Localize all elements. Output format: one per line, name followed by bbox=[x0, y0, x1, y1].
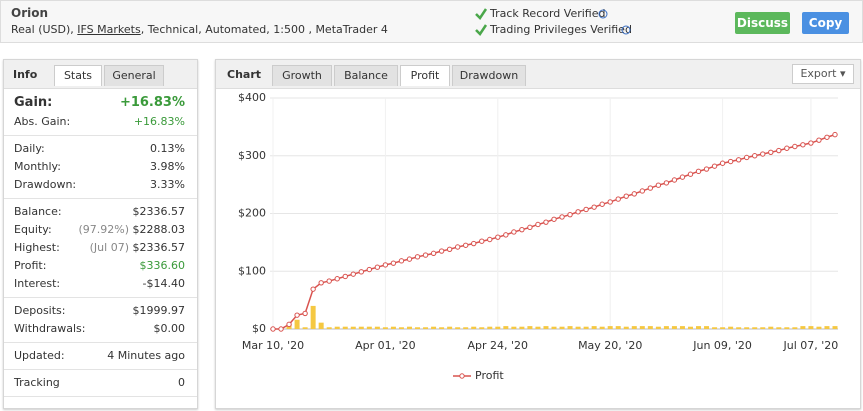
stats-row: Monthly: 3.98% bbox=[4, 158, 197, 176]
broker-link[interactable]: IFS Markets bbox=[77, 23, 141, 36]
export-menu[interactable]: Export ▾ bbox=[792, 64, 854, 84]
gain-row: Gain: +16.83% bbox=[4, 93, 197, 113]
stats-value-text: 3.98% bbox=[150, 160, 185, 173]
tab-title: Info bbox=[13, 68, 38, 81]
separator bbox=[4, 135, 197, 136]
stats-group: Balance: $2336.57 Equity: (97.92%) $2288.03… bbox=[4, 199, 197, 298]
stats-value: 0 bbox=[178, 374, 185, 392]
stats-label: Highest: bbox=[14, 241, 60, 254]
stats-value: (97.92%) $2288.03 bbox=[78, 221, 185, 239]
tab[interactable]: General bbox=[104, 65, 164, 86]
stats-row: Updated: 4 Minutes ago bbox=[4, 347, 197, 365]
stats-value: $2336.57 bbox=[133, 203, 186, 221]
gain-value: +16.83% bbox=[119, 95, 185, 110]
tab[interactable]: Balance bbox=[334, 65, 398, 86]
stats-value-text: $336.60 bbox=[139, 259, 186, 272]
details-prefix: Real (USD), bbox=[11, 23, 74, 36]
system-details: Real (USD), IFS Markets, Technical, Auto… bbox=[11, 23, 388, 36]
chart-panel: Chart Growth Balance Profit Drawdown Exp… bbox=[215, 59, 861, 409]
tab[interactable]: Drawdown bbox=[452, 65, 526, 86]
tab-title: Chart bbox=[227, 68, 262, 81]
stats-value-text: 4 Minutes ago bbox=[107, 349, 185, 362]
stats-row: Deposits: $1999.97 bbox=[4, 302, 197, 320]
stats-value: -$14.40 bbox=[143, 275, 185, 293]
stats-note: (Jul 07) bbox=[89, 241, 129, 254]
stats-row: Profit: $336.60 bbox=[4, 257, 197, 275]
stats-value: 4 Minutes ago bbox=[107, 347, 185, 365]
stats-row: Highest: (Jul 07) $2336.57 bbox=[4, 239, 197, 257]
stats-label: Withdrawals: bbox=[14, 322, 86, 335]
help-icons[interactable] bbox=[597, 9, 637, 39]
export-label: Export bbox=[800, 67, 837, 80]
verified-track: Track Record Verified bbox=[490, 7, 606, 20]
discuss-button[interactable]: Discuss bbox=[735, 12, 790, 34]
info-tabs: Info Stats General bbox=[4, 60, 197, 89]
stats-value: $336.60 bbox=[140, 257, 186, 275]
stats-value-text: $2336.57 bbox=[132, 241, 186, 254]
stats-value-text: -$14.40 bbox=[142, 277, 185, 290]
stats-label: Abs. Gain: bbox=[14, 115, 71, 128]
stats-value-text: +16.83% bbox=[133, 115, 185, 128]
stats-value: 3.33% bbox=[150, 176, 185, 194]
stats-row: Abs. Gain: +16.83% bbox=[4, 113, 197, 131]
stats-value-text: $2288.03 bbox=[132, 223, 186, 236]
stats-label: Profit: bbox=[14, 259, 47, 272]
stats-group: Deposits: $1999.97 Withdrawals: $0.00 bbox=[4, 298, 197, 343]
stats-row: Tracking 0 bbox=[4, 374, 197, 392]
stats-row: Drawdown: 3.33% bbox=[4, 176, 197, 194]
stats-note: (97.92%) bbox=[78, 223, 129, 236]
stats-value-text: 0 bbox=[178, 376, 185, 389]
tab[interactable]: Growth bbox=[272, 65, 332, 86]
stats-value: $1999.97 bbox=[133, 302, 186, 320]
stats-value-text: 0.13% bbox=[150, 142, 185, 155]
header: Orion Real (USD), IFS Markets, Technical… bbox=[0, 0, 863, 43]
stats-row: Interest: -$14.40 bbox=[4, 275, 197, 293]
check-icons bbox=[475, 8, 488, 36]
stats-label: Monthly: bbox=[14, 160, 61, 173]
stats-value-text: $0.00 bbox=[153, 322, 186, 335]
tab[interactable]: Profit bbox=[400, 65, 450, 86]
stats-label: Deposits: bbox=[14, 304, 66, 317]
stats-value-text: 3.33% bbox=[150, 178, 185, 191]
stats-value-text: $1999.97 bbox=[132, 304, 186, 317]
verified-privileges: Trading Privileges Verified bbox=[490, 23, 632, 36]
system-name: Orion bbox=[11, 6, 49, 20]
stats-value: 3.98% bbox=[150, 158, 185, 176]
stats-row: Daily: 0.13% bbox=[4, 140, 197, 158]
stats-value: 0.13% bbox=[150, 140, 185, 158]
stats-group: Tracking 0 bbox=[4, 370, 197, 397]
stats-list: Gain: +16.83% Abs. Gain: +16.83% Daily: 0.1… bbox=[4, 93, 197, 397]
stats-label: Tracking bbox=[14, 376, 60, 389]
stats-row: Withdrawals: $0.00 bbox=[4, 320, 197, 338]
stats-label: Balance: bbox=[14, 205, 62, 218]
copy-button[interactable]: Copy bbox=[802, 12, 849, 34]
details-suffix: , Technical, Automated, 1:500 , MetaTrad… bbox=[140, 23, 388, 36]
stats-value: +16.83% bbox=[134, 113, 185, 131]
info-panel: Info Stats General Gain: +16.83% Abs. Ga… bbox=[3, 59, 198, 409]
stats-row: Balance: $2336.57 bbox=[4, 203, 197, 221]
stats-group: Updated: 4 Minutes ago bbox=[4, 343, 197, 370]
stats-label: Daily: bbox=[14, 142, 45, 155]
stats-label: Interest: bbox=[14, 277, 61, 290]
stats-value: (Jul 07) $2336.57 bbox=[90, 239, 185, 257]
stats-row: Equity: (97.92%) $2288.03 bbox=[4, 221, 197, 239]
gain-label: Gain: bbox=[14, 95, 53, 110]
stats-label: Drawdown: bbox=[14, 178, 77, 191]
stats-value-text: $2336.57 bbox=[132, 205, 186, 218]
chart-tabs: Chart Growth Balance Profit Drawdown Exp… bbox=[216, 60, 860, 89]
tab[interactable]: Stats bbox=[54, 65, 102, 86]
stats-label: Equity: bbox=[14, 223, 52, 236]
stats-label: Updated: bbox=[14, 349, 65, 362]
stats-group: Daily: 0.13% Monthly: 3.98% Drawdown: 3.33% bbox=[4, 136, 197, 199]
stats-value: $0.00 bbox=[154, 320, 186, 338]
